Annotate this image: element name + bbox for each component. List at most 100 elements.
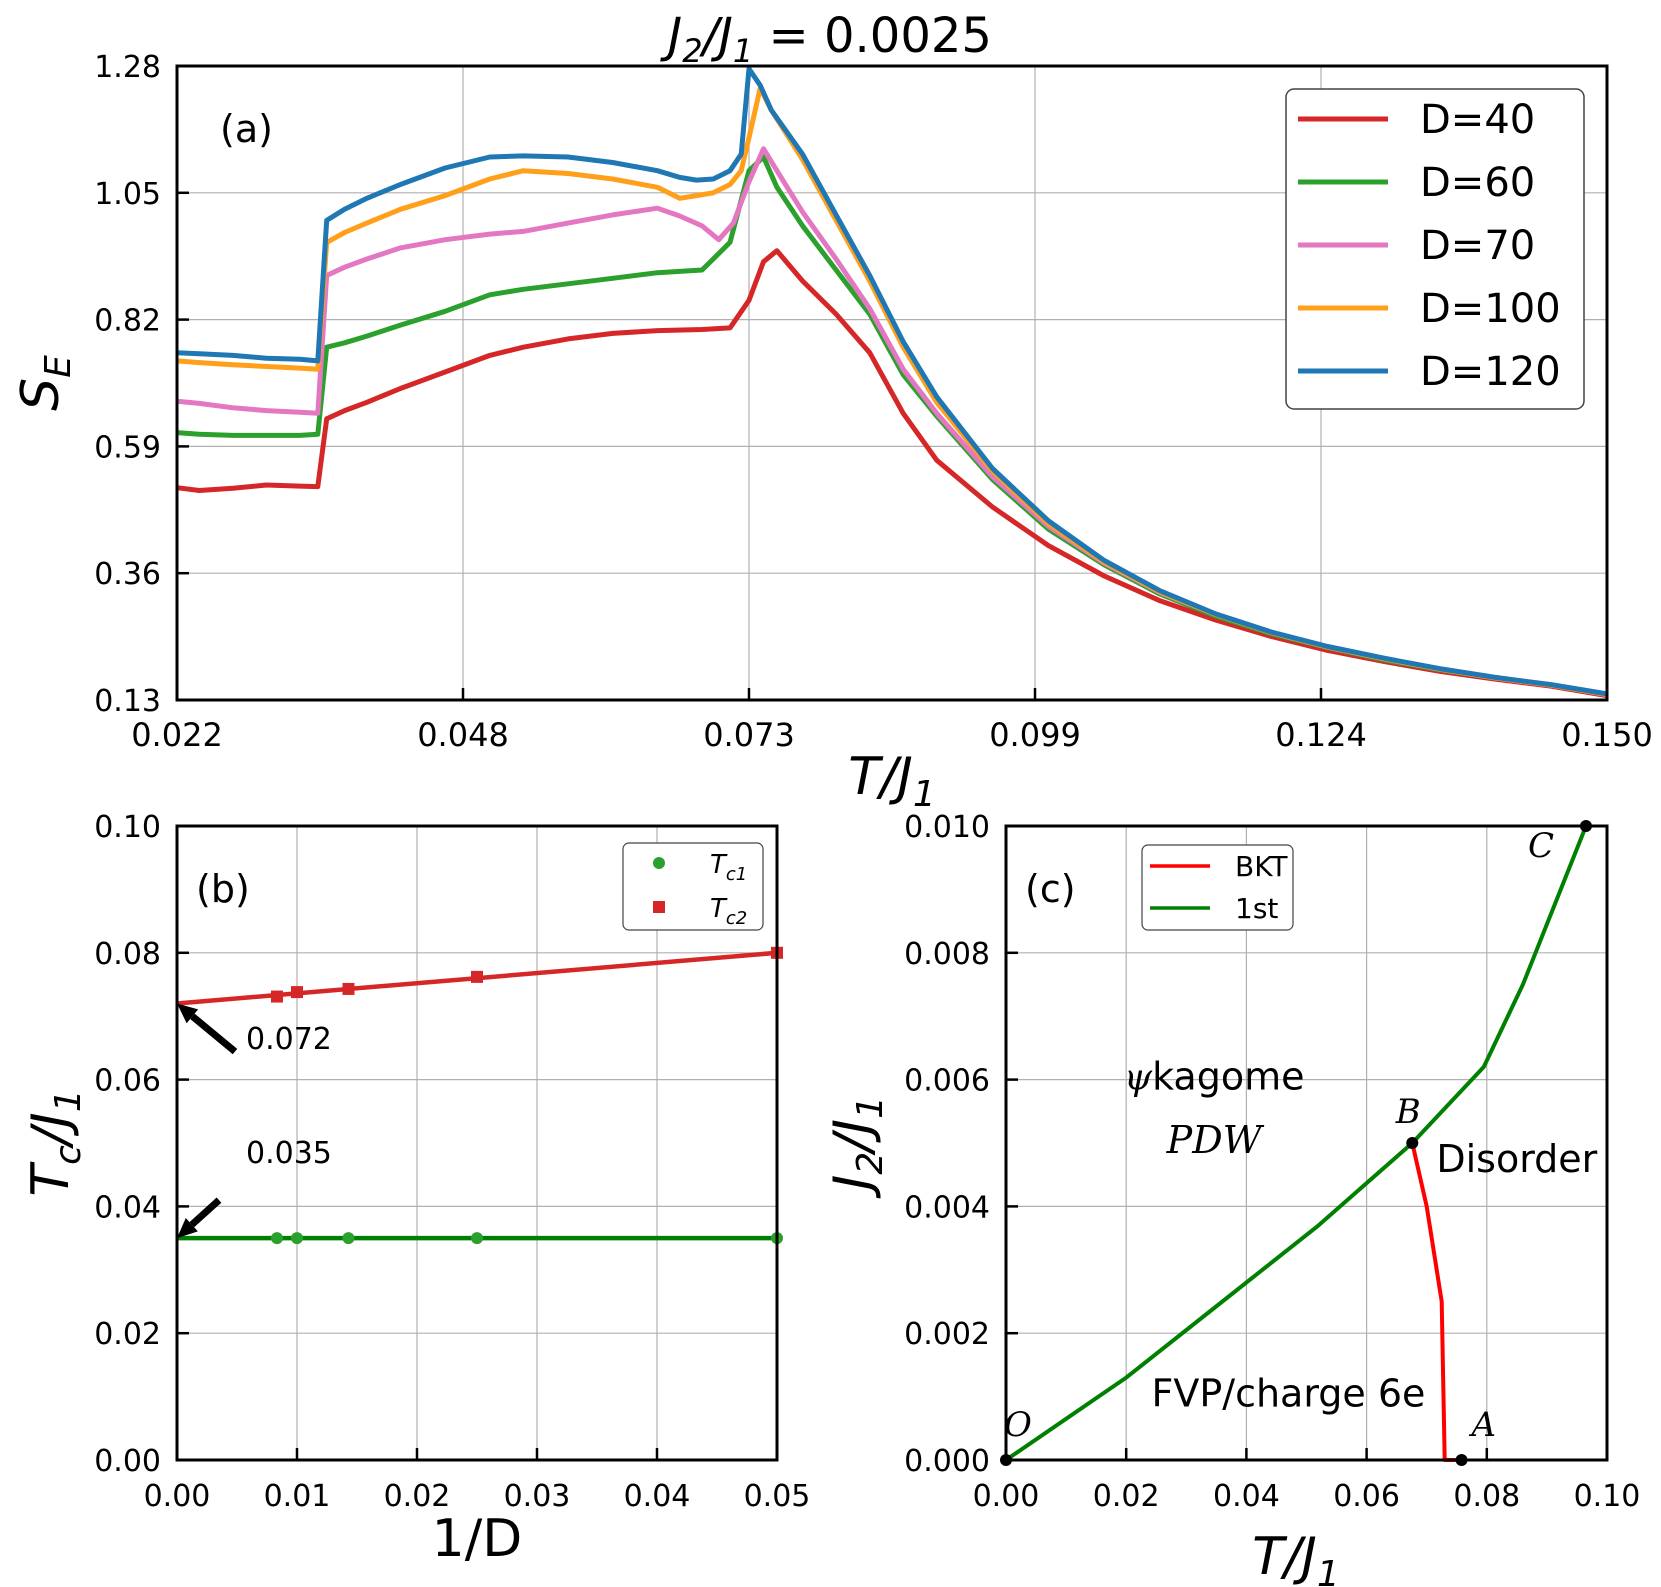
annotation-arrowhead: [177, 1003, 199, 1024]
series-line-d40: [176, 248, 1608, 699]
tick-label-y: 1.28: [94, 50, 161, 85]
legend-label: 1st: [1235, 892, 1278, 925]
tick-label-x: 0.124: [1275, 716, 1367, 754]
region-label-pdw: PDW: [1166, 1118, 1265, 1162]
data-point-c1: [291, 1232, 303, 1245]
tick-label-y: 0.04: [94, 1190, 161, 1225]
tick-label-y: 0.000: [904, 1444, 990, 1479]
panel-b-annotations: 0.072 0.035: [177, 1003, 332, 1239]
tick-label-y: 1.05: [94, 177, 161, 212]
legend-label: Tc2: [710, 894, 747, 929]
tick-label-x: 0.022: [131, 716, 223, 754]
panel-b-frame: [175, 824, 779, 1462]
phase-boundary-1st: [1004, 825, 1588, 1462]
tick-label-y: 0.08: [94, 937, 161, 972]
data-point-c1: [471, 1232, 483, 1245]
point-label-C: C: [1528, 826, 1554, 866]
panel-a-xlabel: T/J1: [848, 747, 936, 815]
region-label: Disorder: [1436, 1137, 1597, 1181]
legend-marker: [653, 857, 665, 869]
tick-label-y: 0.06: [94, 1064, 161, 1099]
figure-title: J2/J1 = 0.0025: [660, 8, 992, 70]
legend-label: Tc1: [710, 850, 747, 885]
panel-c-label: (c): [1025, 867, 1076, 911]
panel-b-ticks: 0.00 0.01 0.02 0.03 0.04 0.05 0.00 0.02 0.04 0.06…: [94, 810, 810, 1514]
tick-label-y: 0.004: [904, 1190, 990, 1225]
tick-label-x: 0.03: [504, 1479, 571, 1514]
panel-c-region-labels: ψkagome PDW Disorder FVP/charge 6e: [1124, 1055, 1598, 1416]
tick-label-x: 0.10: [1574, 1479, 1641, 1514]
data-point-c2: [291, 986, 303, 999]
panel-b-xlabel: 1/D: [432, 1509, 523, 1569]
tick-label-x: 0.02: [384, 1479, 451, 1514]
tick-label-y: 0.82: [94, 304, 161, 339]
region-label-kagome: ψkagome: [1124, 1055, 1305, 1099]
point-label-O: O: [1004, 1405, 1032, 1445]
series-line-d120: [176, 66, 1608, 697]
panel-c-ticks: 0.00 0.02 0.04 0.06 0.08 0.10 0.000 0.002 0.004 0…: [904, 810, 1640, 1514]
panel-b-ylabel: Tc/J1: [21, 1089, 89, 1196]
panel-a-label: (a): [220, 107, 273, 151]
legend-label: D=70: [1420, 223, 1535, 269]
tick-label-x: 0.073: [703, 716, 795, 754]
data-point-c2: [270, 990, 283, 1003]
tick-label-y: 0.002: [904, 1317, 990, 1352]
tick-label-x: 0.150: [1561, 716, 1653, 754]
legend-label: D=40: [1420, 97, 1535, 143]
annotation-label: 0.035: [246, 1136, 332, 1171]
data-point-c1: [270, 1232, 283, 1245]
panel-a-ticks: 0.022 0.048 0.073 0.099 0.124 0.150 0.13 0.36 0.…: [94, 50, 1653, 754]
panel-c-ylabel: J2/J1: [823, 1096, 891, 1199]
tick-label-y: 0.59: [94, 430, 161, 465]
tick-label-x: 0.06: [1333, 1479, 1400, 1514]
panel-a: 0.022 0.048 0.073 0.099 0.124 0.150 0.13 0.36 0.…: [11, 50, 1653, 815]
tick-label-y: 0.13: [94, 684, 161, 719]
annotation-label: 0.072: [246, 1022, 332, 1057]
tick-label-y: 0.008: [904, 937, 990, 972]
data-point-c2: [342, 982, 355, 995]
panel-c-xlabel: T/J1: [1252, 1527, 1340, 1587]
panel-a-series: [176, 66, 1608, 699]
panel-c-legend: BKT 1st: [1141, 844, 1294, 931]
legend-label: D=120: [1420, 349, 1561, 395]
data-point-c1: [342, 1232, 355, 1245]
data-point-c2: [471, 970, 483, 983]
tick-label-x: 0.08: [1453, 1479, 1520, 1514]
tick-label-x: 0.01: [264, 1479, 331, 1514]
tick-label-x: 0.04: [1213, 1479, 1280, 1514]
legend-label: D=100: [1420, 286, 1561, 332]
legend-label: D=60: [1420, 160, 1535, 206]
tick-label-x: 0.02: [1093, 1479, 1160, 1514]
tick-label-x: 0.00: [144, 1479, 211, 1514]
panel-c: O ABC 0.00 0.02 0.04 0.06 0.08 0.100.0000.0020…: [823, 810, 1640, 1587]
tick-label-y: 0.36: [94, 557, 161, 592]
tick-label-y: 0.10: [94, 810, 161, 845]
tick-label-y: 0.00: [94, 1444, 161, 1479]
panel-a-legend: D=40 D=60 D=70 D=100 D=120: [1285, 88, 1585, 410]
panel-b-series: [176, 946, 783, 1245]
panel-a-ylabel: SE: [11, 355, 79, 411]
legend-marker: [653, 901, 665, 913]
panel-c-frame: [1004, 824, 1609, 1462]
tick-label-y: 0.02: [94, 1317, 161, 1352]
annotation-arrowhead: [177, 1218, 198, 1239]
panel-b: 0.00 0.01 0.02 0.03 0.04 0.05 0.00 0.02 0.04 0.06…: [21, 810, 810, 1569]
panel-b-label: (b): [196, 867, 250, 911]
point-label-B: B: [1395, 1092, 1421, 1132]
tick-label-y: 0.010: [904, 810, 990, 845]
tick-label-x: 0.00: [973, 1479, 1040, 1514]
tick-label-x: 0.099: [989, 716, 1081, 754]
tick-label-y: 0.006: [904, 1064, 990, 1099]
point-label-A: A: [1469, 1405, 1497, 1445]
annotation-arrow: [190, 1013, 238, 1055]
tick-label-x: 0.04: [624, 1479, 691, 1514]
annotation-arrow: [189, 1197, 222, 1228]
tick-label-x: 0.05: [744, 1479, 811, 1514]
region-label: FVP/charge 6e: [1152, 1372, 1426, 1416]
point-B: [1406, 1137, 1419, 1149]
legend-label: BKT: [1235, 850, 1288, 883]
tick-label-x: 0.048: [417, 716, 509, 754]
panel-a-frame: [175, 64, 1609, 702]
